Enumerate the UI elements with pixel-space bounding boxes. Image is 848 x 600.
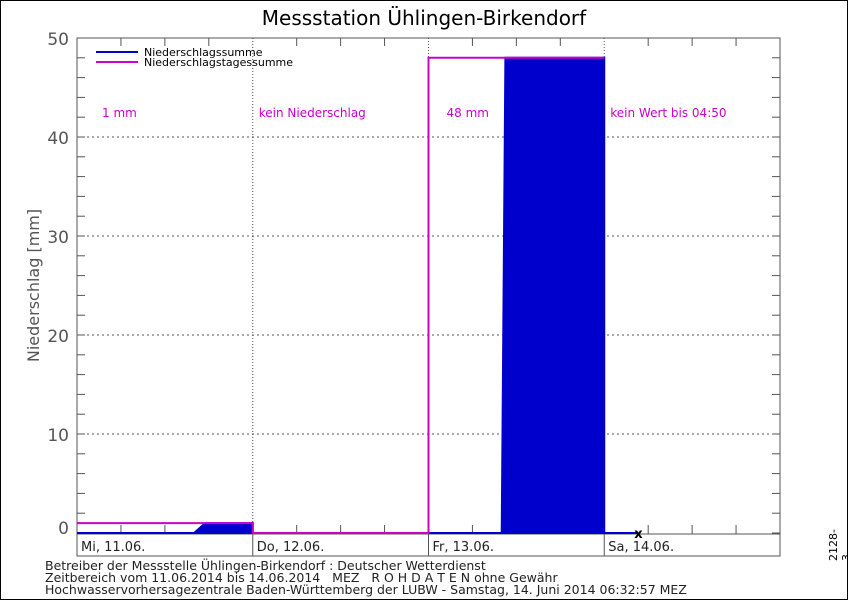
- footer-timerange: Zeitbereich vom 11.06.2014 bis 14.06.201…: [45, 570, 558, 585]
- day-annotation: kein Wert bis 04:50: [610, 106, 726, 120]
- footer-operator: Betreiber der Messstelle Ühlingen-Birken…: [45, 558, 486, 573]
- day-annotation: kein Niederschlag: [259, 106, 366, 120]
- last-value-marker: x: [634, 527, 643, 542]
- footer-agency: Hochwasservorhersagezentrale Baden-Württ…: [45, 582, 687, 597]
- day-annotation: 48 mm: [447, 106, 489, 120]
- day-label: Do, 12.06.: [257, 540, 325, 555]
- day-annotation: 1 mm: [102, 106, 137, 120]
- day-label: Fr, 13.06.: [433, 540, 495, 555]
- y-tick-label: 50: [47, 30, 69, 50]
- day-label: Sa, 14.06.: [608, 540, 674, 555]
- day-label: Mi, 11.06.: [81, 540, 145, 555]
- legend-label: Niederschlagssumme: [144, 46, 263, 59]
- series-niederschlagstagessumme: [77, 56, 605, 534]
- station-code: 2128-3: [827, 529, 848, 561]
- y-tick-label: 10: [47, 426, 69, 446]
- y-tick-label: 20: [47, 327, 69, 347]
- y-tick-label: 30: [47, 228, 69, 248]
- legend-label: Niederschlagstagessumme: [144, 56, 293, 69]
- chart-title: Messstation Ühlingen-Birkendorf: [261, 6, 587, 30]
- y-axis-label: Niederschlag [mm]: [24, 209, 43, 362]
- y-tick-label: 0: [58, 519, 69, 539]
- y-tick-label: 40: [47, 129, 69, 149]
